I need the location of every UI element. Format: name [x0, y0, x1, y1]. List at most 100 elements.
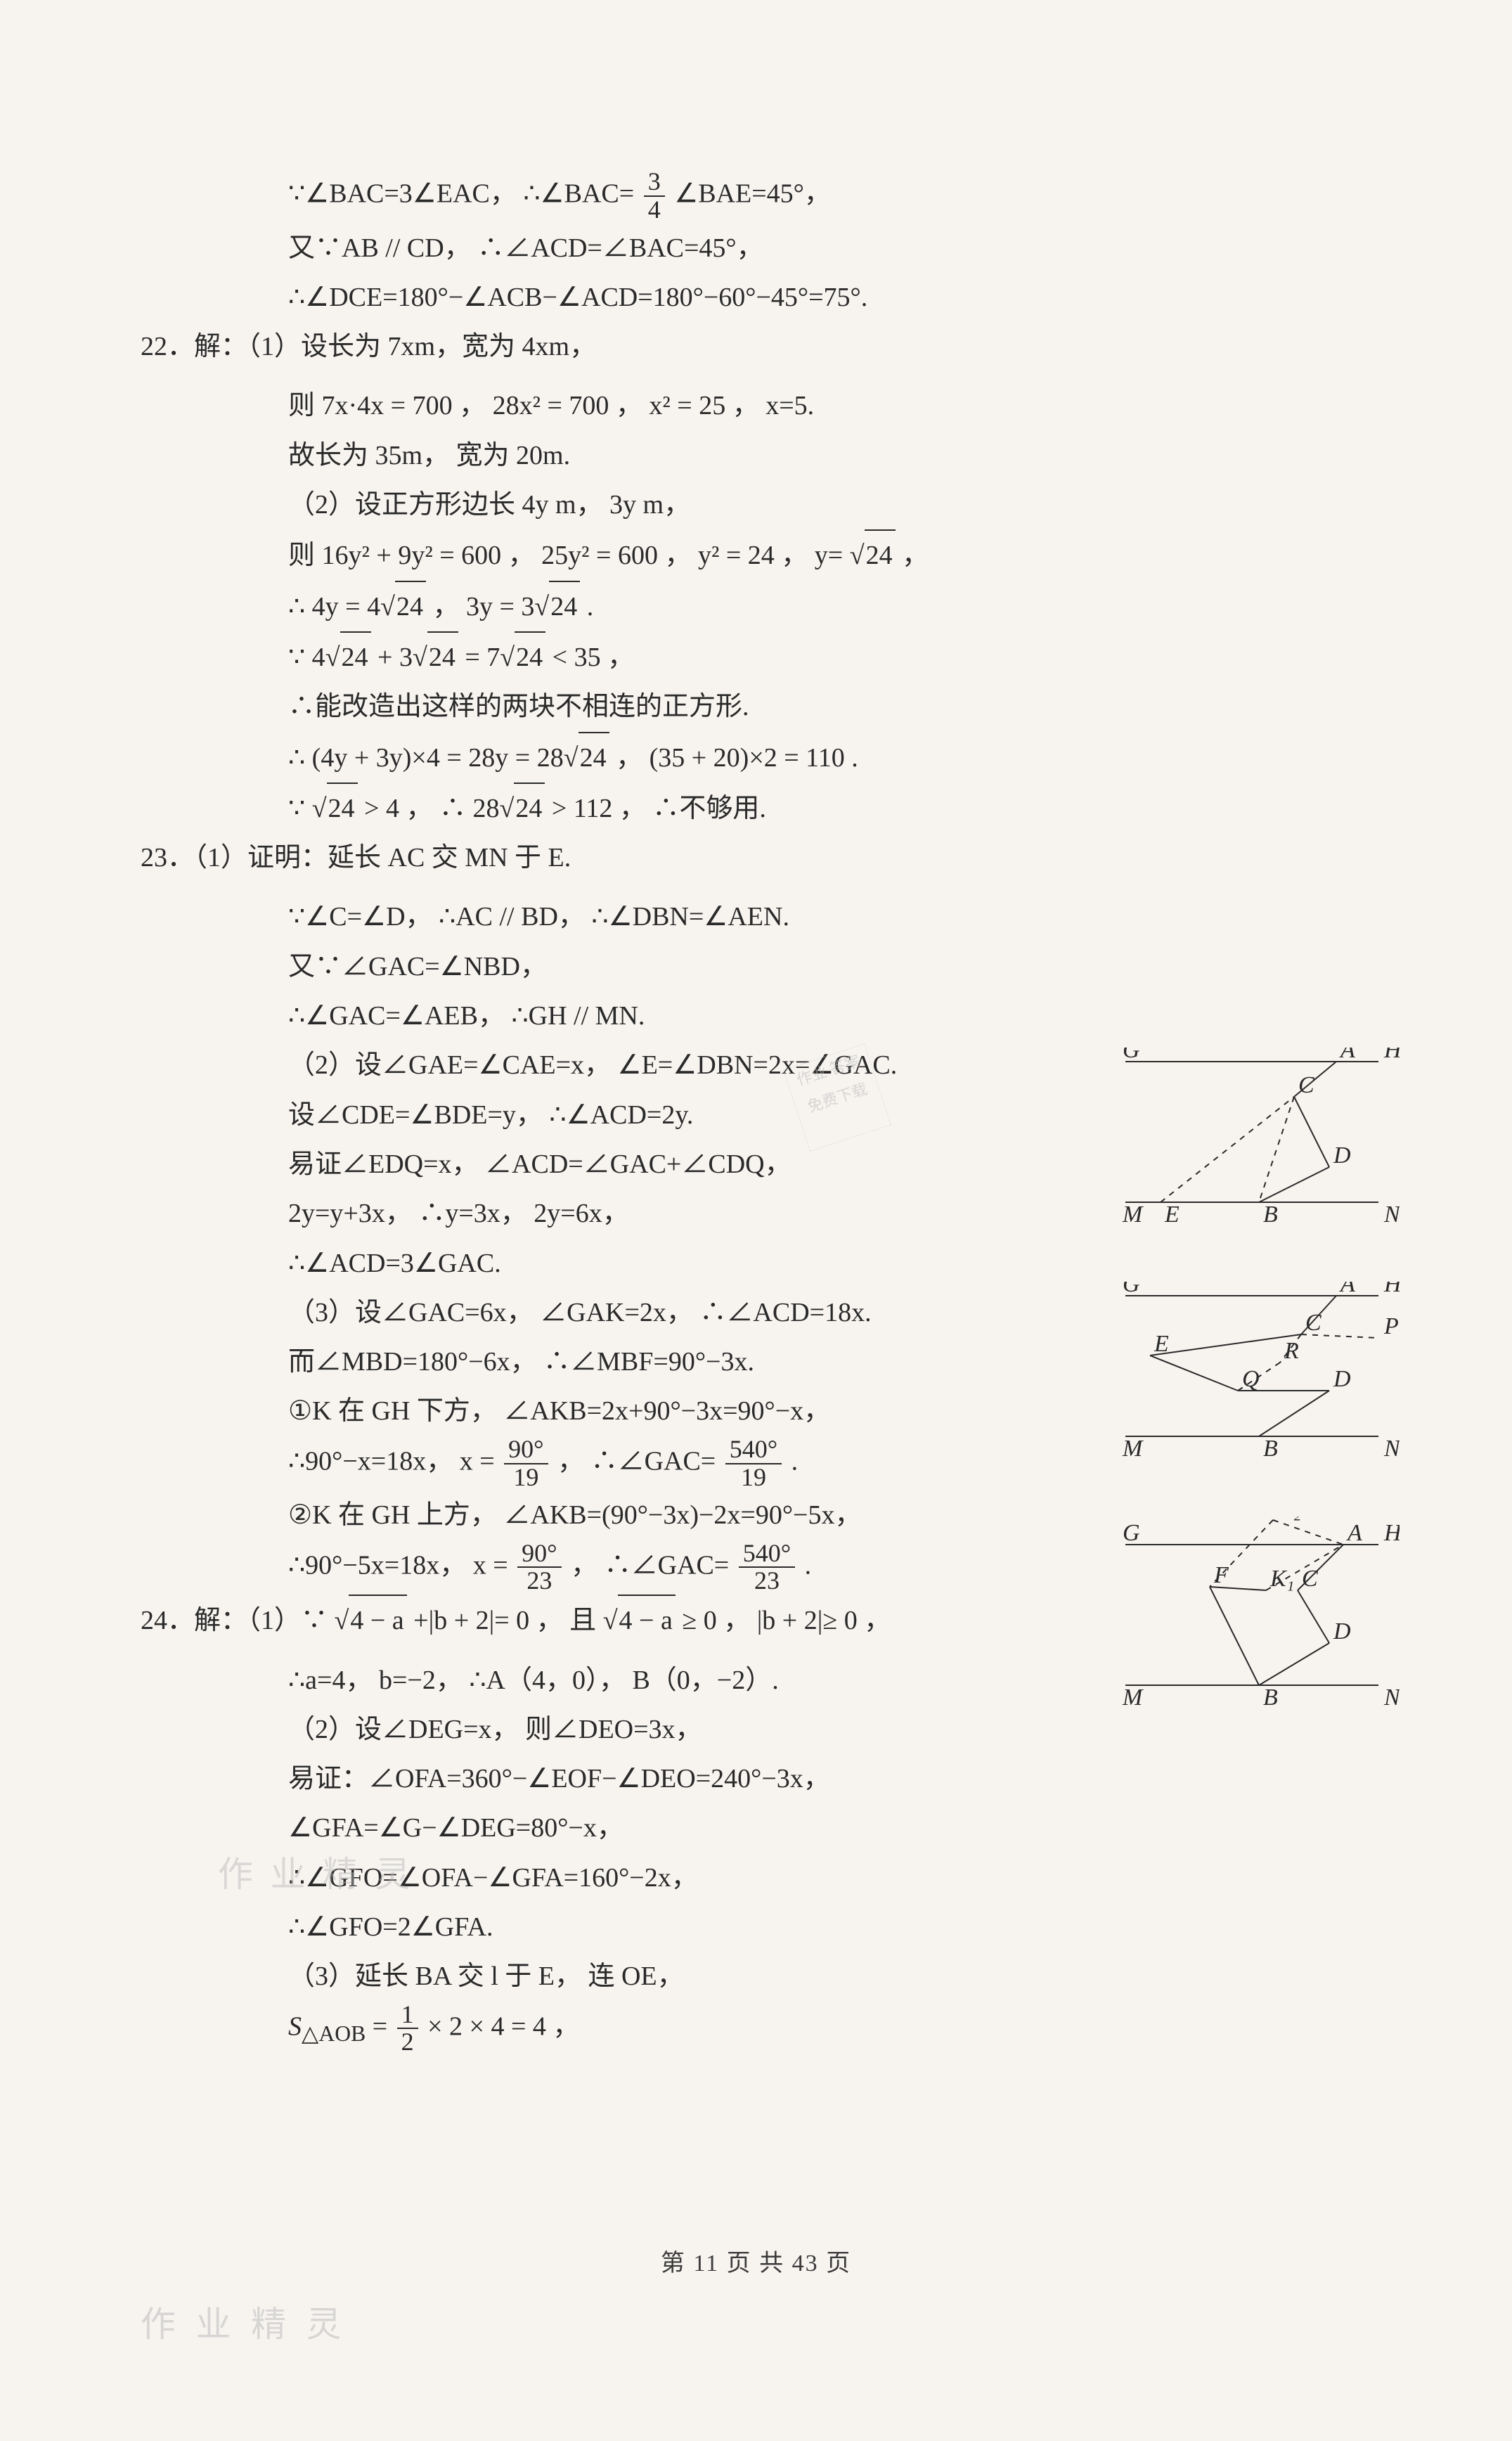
svg-text:C: C	[1305, 1310, 1322, 1336]
svg-text:H: H	[1383, 1520, 1400, 1546]
p22-d: 则 16y² + 9y² = 600 ， 25y² = 600 ， y² = 2…	[141, 529, 1371, 580]
figure-column: GAHCDMEBN GAHECRPQDMBN K₂GAHFK₁CDMBN	[1118, 1048, 1407, 1765]
p22-b: 故长为 35m， 宽为 20m.	[141, 431, 1371, 480]
t: + 3	[377, 643, 413, 672]
n: 540°	[739, 1540, 795, 1569]
r: 24	[515, 631, 545, 682]
watermark-text-2: 作 业 精 灵	[141, 2292, 347, 2357]
t: ， (35 + 20)×2 = 110 .	[616, 743, 858, 773]
d: 4	[644, 197, 665, 224]
r: 4 − a	[349, 1595, 406, 1645]
t: ∴ 4y = 4	[288, 592, 380, 621]
svg-text:G: G	[1123, 1048, 1140, 1063]
p22-h: ∴ (4y + 3y)×4 = 28y = 2824 ， (35 + 20)×2…	[141, 732, 1371, 782]
p22-i: ∵ 24 > 4 ， ∴ 2824 > 112 ， ∴不够用.	[141, 782, 1371, 833]
t: = 7	[465, 643, 500, 672]
svg-text:A: A	[1339, 1282, 1355, 1297]
r: 24	[327, 782, 358, 833]
svg-text:B: B	[1263, 1202, 1278, 1223]
p21-line-a: ∵∠BAC=3∠EAC， ∴∠BAC= 34 ∠BAE=45°，	[141, 169, 1371, 224]
sqrt: 24	[325, 631, 371, 682]
p24-h: S△AOB = 12 × 2 × 4 = 4 ，	[141, 2002, 1371, 2056]
sub: △AOB	[302, 2021, 366, 2046]
svg-text:R: R	[1284, 1338, 1299, 1364]
sqrt: 4 − a	[603, 1595, 676, 1645]
d: 19	[504, 1464, 548, 1491]
svg-text:N: N	[1383, 1685, 1400, 1706]
frac: 90°23	[515, 1540, 564, 1595]
figure-1: GAHCDMEBN	[1118, 1048, 1400, 1223]
frac: 540°23	[736, 1540, 798, 1595]
svg-text:N: N	[1383, 1436, 1400, 1457]
r: 24	[579, 732, 609, 782]
n: 1	[397, 2002, 418, 2030]
watermark-text-1: 作 业 精 灵	[218, 1842, 415, 1907]
t: ∵ 4	[288, 643, 325, 672]
svg-text:M: M	[1122, 1685, 1144, 1706]
p22-e: ∴ 4y = 424 ， 3y = 324 .	[141, 581, 1371, 631]
svg-text:K₁: K₁	[1269, 1566, 1295, 1592]
p22-a: 则 7x·4x = 700 ， 28x² = 700 ， x² = 25 ， x…	[141, 381, 1371, 430]
sqrt: 24	[534, 581, 580, 631]
p21-line-c: ∴∠DCE=180°−∠ACB−∠ACD=180°−60°−45°=75°.	[141, 273, 1371, 322]
sqrt: 4 − a	[335, 1595, 407, 1645]
t: .	[587, 592, 594, 621]
frac: 90°19	[501, 1436, 550, 1491]
t: S	[288, 2011, 302, 2041]
t: 则 16y² + 9y² = 600 ， 25y² = 600 ， y² = 2…	[288, 541, 843, 570]
page: ∵∠BAC=3∠EAC， ∴∠BAC= 34 ∠BAE=45°， 又∵AB //…	[0, 0, 1512, 2441]
p21-line-b: 又∵AB // CD， ∴∠ACD=∠BAC=45°，	[141, 224, 1371, 273]
figure-3: K₂GAHFK₁CDMBN	[1118, 1516, 1400, 1706]
t: > 112 ， ∴不够用.	[552, 794, 766, 823]
r: 24	[340, 631, 371, 682]
svg-text:H: H	[1383, 1282, 1400, 1297]
p24-f: ∴∠GFO=2∠GFA.	[141, 1902, 1371, 1952]
t: ∠BAE=45°，	[674, 179, 831, 209]
svg-text:G: G	[1123, 1282, 1140, 1297]
sqrt: 24	[500, 631, 545, 682]
svg-text:F: F	[1213, 1562, 1229, 1588]
svg-text:M: M	[1122, 1202, 1144, 1223]
t: .	[791, 1446, 799, 1476]
n: 90°	[517, 1540, 561, 1569]
p23-b: 又∵∠GAC=∠NBD，	[141, 942, 1371, 991]
t: +|b + 2|= 0 ， 且	[413, 1606, 596, 1635]
r: 24	[514, 782, 545, 833]
t: × 2 × 4 = 4 ，	[427, 2011, 579, 2041]
sqrt: 24	[380, 581, 426, 631]
p22-g: ∴能改造出这样的两块不相连的正方形.	[141, 682, 1371, 731]
svg-text:B: B	[1263, 1436, 1278, 1457]
t: ， ∴∠GAC=	[557, 1446, 723, 1476]
svg-text:K₂: K₂	[1277, 1516, 1302, 1521]
svg-text:C: C	[1298, 1072, 1314, 1098]
svg-text:N: N	[1383, 1202, 1400, 1223]
d: 19	[725, 1464, 782, 1491]
t: .	[805, 1550, 812, 1580]
t: > 4 ， ∴ 28	[364, 794, 499, 823]
sqrt: 24	[850, 529, 896, 580]
t: ∵∠BAC=3∠EAC， ∴∠BAC=	[288, 179, 634, 209]
t: ， 3y = 3	[432, 592, 534, 621]
sqrt: 24	[413, 631, 458, 682]
d: 23	[739, 1568, 795, 1595]
p23-c: ∴∠GAC=∠AEB， ∴GH // MN.	[141, 991, 1371, 1041]
d: 2	[397, 2029, 418, 2056]
t: ∵	[288, 794, 312, 823]
svg-text:D: D	[1333, 1618, 1351, 1644]
frac: 12	[394, 2002, 421, 2056]
t: ，	[902, 541, 929, 570]
t: ≥ 0 ， |b + 2|≥ 0 ，	[682, 1606, 891, 1635]
svg-text:H: H	[1383, 1048, 1400, 1063]
r: 24	[427, 631, 458, 682]
sqrt: 24	[564, 732, 609, 782]
svg-text:M: M	[1122, 1436, 1144, 1457]
frac: 540°19	[723, 1436, 784, 1491]
t: < 35 ，	[553, 643, 634, 672]
svg-text:P: P	[1383, 1313, 1399, 1339]
n: 90°	[504, 1436, 548, 1464]
svg-text:B: B	[1263, 1685, 1278, 1706]
r: 24	[549, 581, 580, 631]
p23-head: 23．（1）证明：延长 AC 交 MN 于 E.	[141, 833, 1371, 882]
svg-text:D: D	[1333, 1142, 1351, 1168]
p22-head: 22．解：（1）设长为 7xm，宽为 4xm，	[141, 322, 1371, 371]
